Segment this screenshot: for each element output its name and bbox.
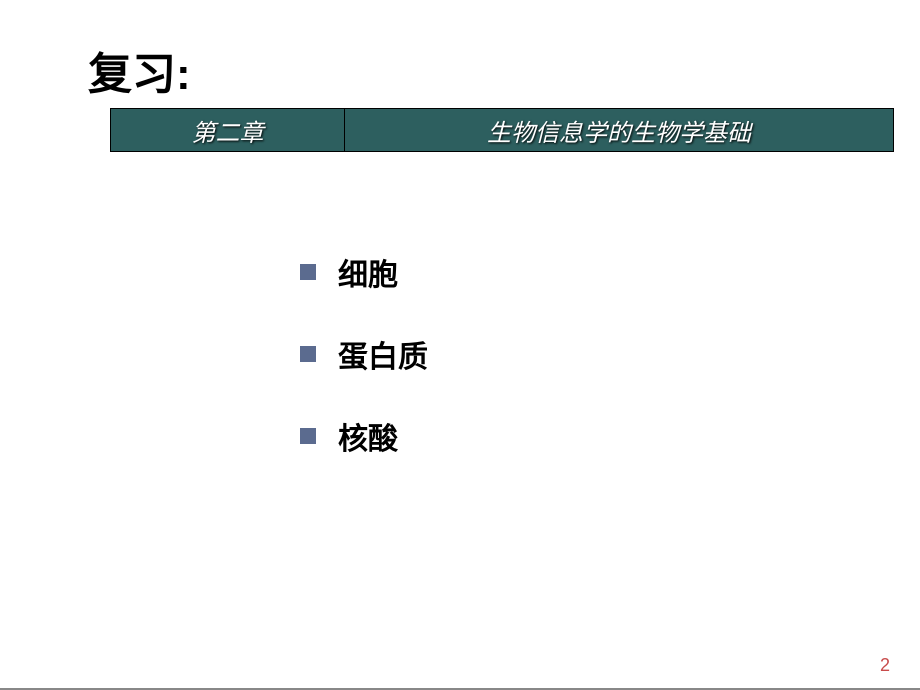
slide-title: 复习: [88,38,191,102]
bullet-icon [300,346,316,362]
bullet-label: 细胞 [338,250,398,294]
bullet-icon [300,428,316,444]
list-item: 蛋白质 [300,332,428,376]
page-number: 2 [880,655,890,676]
chapter-bar: 第二章 生物信息学的生物学基础 [110,108,894,152]
bullet-label: 核酸 [338,414,398,458]
list-item: 细胞 [300,250,428,294]
list-item: 核酸 [300,414,428,458]
chapter-number: 第二章 [111,109,345,151]
bullet-icon [300,264,316,280]
slide: 复习: 第二章 生物信息学的生物学基础 细胞 蛋白质 核酸 2 [0,0,920,690]
bullet-label: 蛋白质 [338,332,428,376]
chapter-name: 生物信息学的生物学基础 [345,109,893,151]
bullet-list: 细胞 蛋白质 核酸 [300,250,428,496]
